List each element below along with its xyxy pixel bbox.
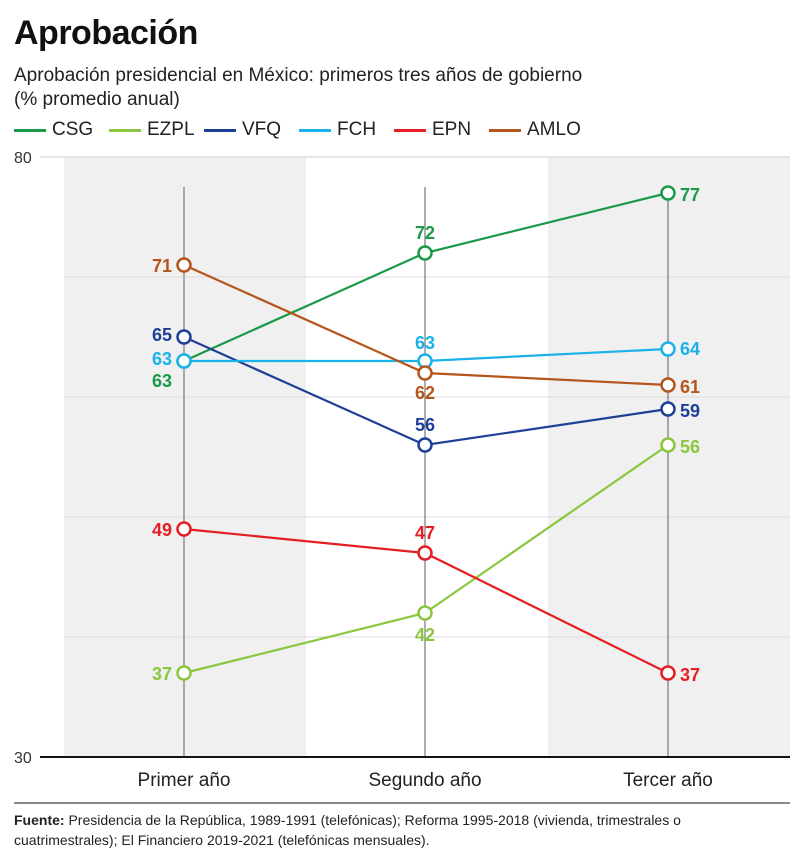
- chart-legend: CSG EZPL VFQ FCH EPN AMLO: [14, 119, 584, 141]
- data-label-amlo: 71: [152, 256, 172, 276]
- page-title: Aprobación: [14, 14, 198, 52]
- data-label-ezpl: 37: [152, 664, 172, 684]
- legend-label: VFQ: [242, 119, 282, 140]
- data-point-ezpl: [660, 437, 676, 453]
- x-tick-label: Primer año: [138, 770, 231, 791]
- data-point-fch: [660, 341, 676, 357]
- column-band: [64, 157, 306, 757]
- data-point-ezpl: [176, 665, 192, 681]
- legend-item-ezpl: EZPL: [109, 119, 204, 141]
- legend-item-vfq: VFQ: [204, 119, 299, 141]
- source-label: Fuente:: [14, 812, 65, 828]
- y-tick-label: 30: [14, 750, 32, 767]
- data-label-epn: 49: [152, 520, 172, 540]
- line-chart: 30 80 Primer año Segundo año Tercer año 63 72 7…: [14, 150, 790, 791]
- data-label-epn: 37: [680, 665, 700, 685]
- legend-label: CSG: [52, 119, 94, 140]
- footer-divider: [14, 802, 790, 804]
- data-point-vfq: [176, 329, 192, 345]
- chart-subtitle: Aprobación presidencial en México: prime…: [14, 64, 582, 112]
- data-point-csg: [417, 245, 433, 261]
- data-label-ezpl: 42: [415, 625, 435, 645]
- data-point-csg: [660, 185, 676, 201]
- column-band: [548, 157, 790, 757]
- legend-item-amlo: AMLO: [489, 119, 584, 141]
- data-label-csg: 77: [680, 185, 700, 205]
- data-point-epn: [176, 521, 192, 537]
- data-label-ezpl: 56: [680, 437, 700, 457]
- legend-item-csg: CSG: [14, 119, 109, 141]
- data-label-fch: 63: [152, 349, 172, 369]
- legend-swatch: [14, 128, 46, 132]
- subtitle-line-2: (% promedio anual): [14, 89, 180, 110]
- data-point-amlo: [417, 365, 433, 381]
- subtitle-line-1: Aprobación presidencial en México: prime…: [14, 65, 583, 86]
- x-tick-label: Segundo año: [368, 770, 481, 791]
- data-label-vfq: 56: [415, 415, 435, 435]
- legend-swatch: [489, 128, 521, 132]
- legend-label: FCH: [337, 119, 377, 140]
- legend-item-epn: EPN: [394, 119, 489, 141]
- data-point-fch: [176, 353, 192, 369]
- data-label-amlo: 62: [415, 383, 435, 403]
- y-tick-label: 80: [14, 150, 32, 167]
- data-label-vfq: 65: [152, 325, 172, 345]
- data-point-amlo: [176, 257, 192, 273]
- data-label-vfq: 59: [680, 401, 700, 421]
- x-tick-label: Tercer año: [623, 770, 713, 791]
- data-point-vfq: [660, 401, 676, 417]
- data-point-epn: [660, 665, 676, 681]
- data-point-epn: [417, 545, 433, 561]
- legend-swatch: [394, 128, 426, 132]
- data-label-csg: 63: [152, 371, 172, 391]
- data-label-csg: 72: [415, 223, 435, 243]
- source-text: Presidencia de la República, 1989-1991 (…: [14, 812, 681, 848]
- data-label-fch: 64: [680, 339, 700, 359]
- legend-label: EPN: [432, 119, 472, 140]
- data-point-vfq: [417, 437, 433, 453]
- legend-swatch: [204, 128, 236, 132]
- legend-label: AMLO: [527, 119, 581, 140]
- data-label-epn: 47: [415, 523, 435, 543]
- legend-item-fch: FCH: [299, 119, 394, 141]
- data-label-amlo: 61: [680, 377, 700, 397]
- data-label-fch: 63: [415, 333, 435, 353]
- data-point-amlo: [660, 377, 676, 393]
- legend-swatch: [299, 128, 331, 132]
- legend-swatch: [109, 128, 141, 132]
- source-note: Fuente: Presidencia de la República, 198…: [14, 810, 784, 850]
- legend-label: EZPL: [147, 119, 195, 140]
- data-point-ezpl: [417, 605, 433, 621]
